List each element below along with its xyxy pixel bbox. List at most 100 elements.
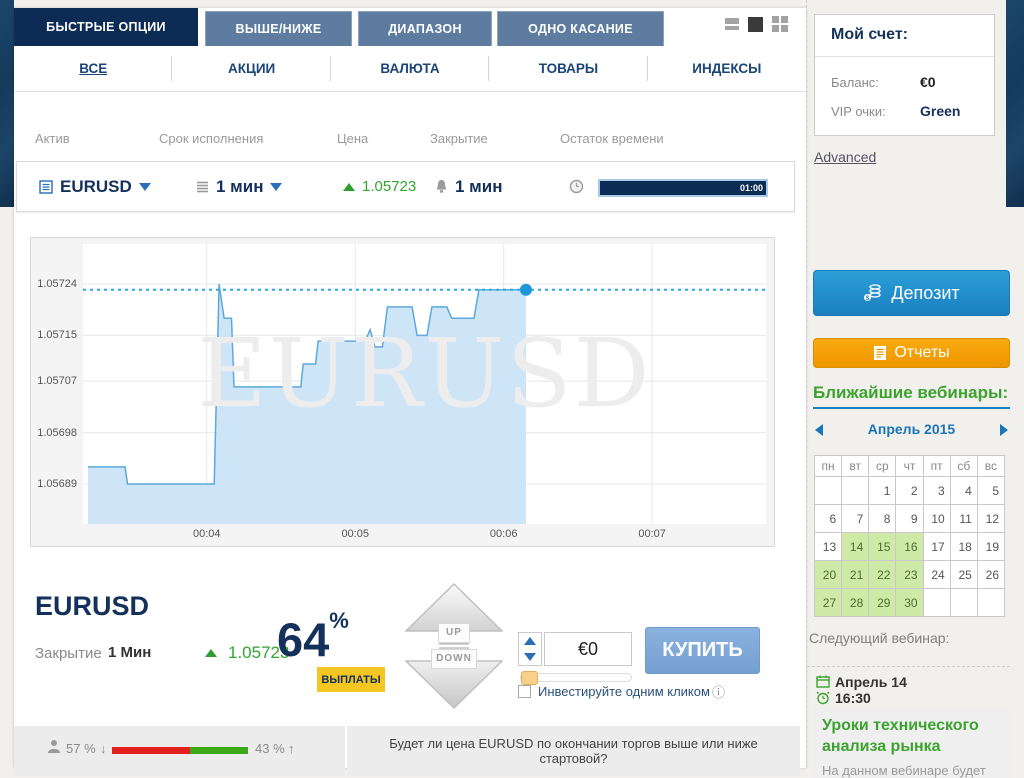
calendar-day[interactable]: 23 (895, 560, 924, 589)
amount-slider[interactable] (520, 671, 632, 685)
amount-input[interactable] (544, 632, 632, 666)
calendar-day[interactable]: 12 (976, 504, 1006, 533)
traders-icon (48, 740, 60, 753)
calendar-day[interactable]: 4 (949, 476, 978, 505)
calendar-day[interactable]: 29 (868, 588, 897, 617)
subnav-item-indices[interactable]: ИНДЕКСЫ (692, 61, 762, 76)
calendar-day[interactable]: 18 (949, 532, 978, 561)
calendar-day[interactable]: 9 (895, 504, 924, 533)
x-axis-label: 00:07 (638, 528, 666, 540)
price-indicator: 1.05723 (343, 162, 416, 211)
one-click-checkbox[interactable] (518, 685, 531, 698)
down-button[interactable]: DOWN (431, 649, 477, 669)
reports-button[interactable]: Отчеты (813, 338, 1010, 368)
chart-watermark: EURUSD (197, 319, 652, 429)
calendar-day[interactable]: 8 (868, 504, 897, 533)
calendar-day[interactable]: 3 (922, 476, 951, 505)
calendar-day[interactable]: 11 (949, 504, 978, 533)
calendar-day[interactable]: 26 (976, 560, 1006, 589)
chevron-down-icon (138, 182, 151, 191)
x-axis-label: 00:05 (341, 528, 369, 540)
info-icon[interactable]: ⓘ (712, 685, 726, 700)
down-arrow-glyph: ↓ (100, 741, 107, 756)
calendar-nav: Апрель 2015 (813, 421, 1010, 441)
tab-one-touch[interactable]: ОДНО КАСАНИЕ (497, 11, 664, 46)
amount-decrease-button[interactable] (519, 649, 541, 665)
calendar-prev-button[interactable] (815, 424, 823, 436)
calendar-day[interactable]: 5 (976, 476, 1006, 505)
calendar-day[interactable]: 10 (922, 504, 951, 533)
price-chart-card: EURUSD 1.05724 1.05715 1.05707 1.05698 1.056… (30, 237, 775, 547)
calendar-day[interactable]: 13 (813, 532, 843, 561)
buy-button[interactable]: КУПИТЬ (645, 627, 760, 674)
up-arrow-icon[interactable] (405, 583, 503, 645)
asset-list-icon (39, 179, 53, 194)
grid-view-icon[interactable] (772, 16, 788, 32)
price-up-icon (205, 649, 217, 657)
trade-price: 1.05723 (228, 643, 290, 662)
vip-value: Green (920, 103, 961, 119)
subnav-item-all[interactable]: ВСЕ (14, 46, 173, 91)
calendar-empty-cell (813, 476, 843, 505)
main-panel: БЫСТРЫЕ ОПЦИИ ВЫШЕ/НИЖЕ ДИАПАЗОН ОДНО КА… (14, 8, 806, 776)
calendar-day[interactable]: 14 (841, 532, 870, 561)
asset-selector[interactable]: EURUSD (39, 162, 151, 211)
calendar-day[interactable]: 27 (813, 588, 843, 617)
one-click-label: Инвестируйте одним кликом (538, 684, 710, 699)
calendar-day[interactable]: 17 (922, 532, 951, 561)
calendar-icon (816, 675, 830, 688)
calendar-day[interactable]: 2 (895, 476, 924, 505)
subnav-item-stocks[interactable]: АКЦИИ (172, 46, 332, 91)
calendar-month-label: Апрель 2015 (867, 421, 956, 437)
x-axis-label: 00:06 (489, 528, 518, 540)
tab-quick-options[interactable]: БЫСТРЫЕ ОПЦИИ (14, 8, 198, 46)
y-axis-label: 1.05724 (37, 278, 77, 290)
x-axis-label: 00:04 (192, 528, 221, 540)
calendar-day[interactable]: 19 (976, 532, 1006, 561)
direction-arrows: UP DOWN (405, 583, 503, 709)
account-title: Мой счет: (831, 26, 909, 43)
deposit-button[interactable]: $ Депозит (813, 270, 1010, 316)
calendar-day[interactable]: 6 (813, 504, 843, 533)
calendar-next-button[interactable] (1000, 424, 1008, 436)
amount-increase-button[interactable] (519, 633, 541, 649)
webinars-underline (813, 407, 1010, 409)
subnav-item-commodities[interactable]: ТОВАРЫ (489, 46, 649, 91)
duration-selector[interactable]: 1 мин (196, 162, 283, 211)
sidebar: Мой счет: Баланс: €0 VIP очки: Green Adv… (806, 0, 1024, 778)
calendar-day[interactable]: 7 (841, 504, 870, 533)
timer-value: 01:00 (739, 183, 763, 193)
option-type-tabs: БЫСТРЫЕ ОПЦИИ ВЫШЕ/НИЖЕ ДИАПАЗОН ОДНО КА… (14, 8, 806, 46)
list-view-icon[interactable] (725, 18, 739, 30)
calendar-day[interactable]: 16 (895, 532, 924, 561)
subnav-item-currency[interactable]: ВАЛЮТА (331, 46, 490, 91)
account-panel: Мой счет: Баланс: €0 VIP очки: Green (814, 14, 995, 136)
calendar-day[interactable]: 15 (868, 532, 897, 561)
tab-high-low[interactable]: ВЫШЕ/НИЖЕ (205, 11, 352, 46)
calendar-day[interactable]: 24 (922, 560, 951, 589)
current-price: 1.05723 (362, 178, 417, 195)
alarm-clock-icon (816, 691, 830, 705)
y-axis-label: 1.05689 (37, 478, 77, 490)
webinar-card[interactable]: Уроки технического анализа рынка На данн… (813, 708, 1010, 778)
column-asset: Актив (35, 131, 70, 146)
closure-indicator: 1 мин (435, 162, 502, 211)
calendar-day[interactable]: 28 (841, 588, 870, 617)
calendar-day[interactable]: 21 (841, 560, 870, 589)
vip-label: VIP очки: (831, 104, 886, 119)
tab-range[interactable]: ДИАПАЗОН (358, 11, 492, 46)
asset-category-nav: ВСЕ АКЦИИ ВАЛЮТА ТОВАРЫ ИНДЕКСЫ (14, 46, 806, 92)
background-left-band (0, 0, 14, 207)
advanced-link[interactable]: Advanced (814, 149, 877, 165)
payouts-button[interactable]: ВЫПЛАТЫ (317, 667, 385, 692)
calendar-day[interactable]: 22 (868, 560, 897, 589)
up-button[interactable]: UP (438, 623, 470, 643)
single-view-icon[interactable] (748, 16, 763, 32)
calendar-day[interactable]: 25 (949, 560, 978, 589)
divider (807, 666, 1010, 667)
calendar-day[interactable]: 20 (813, 560, 843, 589)
down-arrow-icon[interactable] (405, 647, 503, 709)
calendar-day[interactable]: 1 (868, 476, 897, 505)
slider-handle[interactable] (521, 671, 538, 685)
calendar-day[interactable]: 30 (895, 588, 924, 617)
